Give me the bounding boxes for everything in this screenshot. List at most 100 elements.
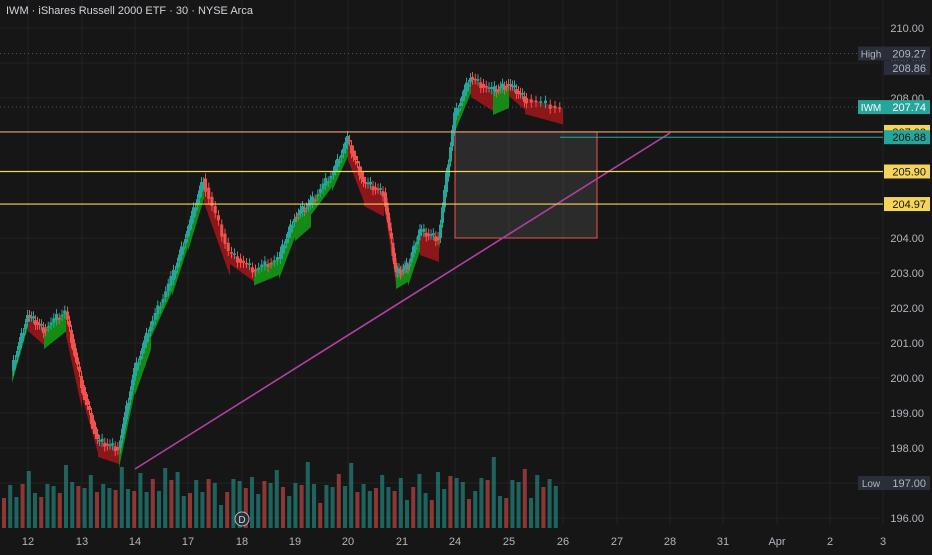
candle-body: [70, 329, 73, 344]
volume-bar: [448, 476, 453, 528]
candle-body: [182, 247, 185, 250]
candle-body: [439, 224, 442, 238]
candle-body: [307, 203, 310, 207]
candle-body: [217, 215, 220, 221]
candle-body: [539, 101, 543, 103]
candle-body: [402, 268, 405, 271]
candle-body: [418, 229, 422, 236]
candle-body: [441, 207, 444, 223]
candle-body: [135, 362, 138, 371]
candle-body: [233, 253, 236, 255]
candle-body: [263, 261, 267, 266]
candle-body: [511, 85, 514, 87]
candle-body: [28, 315, 31, 317]
candle-body: [266, 264, 270, 267]
candle-body: [285, 239, 288, 244]
candle-body: [16, 351, 19, 357]
candle-body: [22, 333, 25, 336]
symbol-label-box: [858, 100, 884, 115]
candle-body: [431, 233, 435, 236]
symbol-label: IWM: [861, 103, 882, 114]
volume-bar: [157, 491, 161, 528]
volume-bar: [14, 497, 19, 528]
x-tick-label: Apr: [768, 536, 785, 548]
candle-body: [399, 271, 402, 275]
volume-bar: [256, 494, 261, 528]
candle-body: [32, 316, 35, 319]
candle-body: [544, 100, 547, 104]
candle-body: [30, 316, 33, 318]
candle-body: [46, 326, 50, 329]
volume-bar: [287, 496, 292, 528]
candle-body: [98, 439, 101, 442]
volume-bar: [243, 488, 248, 528]
level-2-tag: 206.88: [892, 132, 926, 144]
volume-bar: [324, 485, 329, 528]
candle-body: [275, 257, 279, 261]
candle-body: [153, 313, 157, 320]
candle-body: [495, 90, 498, 93]
x-tick-label: 14: [129, 536, 141, 548]
candle-body: [390, 232, 393, 239]
volume-bar: [33, 493, 37, 528]
candle-body: [449, 147, 452, 162]
candle-body: [100, 438, 104, 442]
candle-body: [436, 237, 440, 240]
last-price-tag: 207.74: [892, 102, 926, 114]
ribbon-segment: [254, 259, 279, 286]
volume-bar: [398, 478, 403, 528]
candle-body: [174, 270, 177, 274]
candle-body: [119, 440, 122, 448]
candle-body: [192, 207, 195, 218]
volume-bar: [380, 475, 385, 528]
candle-body: [145, 332, 148, 343]
candle-body: [453, 112, 456, 131]
candle-body: [287, 231, 290, 238]
candle-body: [415, 241, 419, 245]
volume-bar: [547, 479, 552, 528]
x-tick-label: 24: [449, 536, 461, 548]
price-tag-2: 208.86: [892, 63, 926, 75]
candle-body: [200, 182, 203, 192]
last-price-tag-box: [884, 100, 930, 115]
candle-body: [239, 258, 242, 263]
x-tick-label: 27: [611, 536, 623, 548]
candle-body: [72, 339, 75, 351]
candle-body: [236, 256, 239, 263]
volume-bar: [318, 503, 323, 528]
volume-bar: [169, 480, 174, 528]
x-tick-label: 21: [396, 536, 408, 548]
candle-body: [57, 318, 61, 320]
volume-bar: [212, 483, 217, 528]
volume-bar: [206, 479, 211, 528]
candle-body: [482, 84, 485, 88]
candle-body: [242, 260, 245, 263]
candle-body: [387, 212, 390, 223]
candle-body: [281, 244, 284, 254]
candle-body: [405, 262, 408, 268]
candle-body: [60, 314, 64, 317]
candle-body: [326, 181, 330, 183]
low-label: Low: [862, 479, 881, 490]
candle-body: [513, 85, 516, 88]
candle-body: [186, 231, 189, 238]
candle-body: [172, 269, 175, 280]
candle-body: [316, 194, 320, 196]
candle-body: [139, 355, 142, 360]
candle-body: [156, 305, 160, 315]
ribbon-segment: [525, 98, 563, 125]
candle-body: [26, 315, 29, 322]
volume-bar: [454, 478, 459, 528]
x-tick-label: 13: [76, 536, 88, 548]
candle-body: [74, 348, 77, 358]
volume-bar: [126, 489, 130, 528]
x-tick-label: 2: [827, 536, 833, 548]
volume-bar: [479, 478, 484, 528]
candle-body: [411, 251, 414, 258]
candle-body: [358, 166, 361, 176]
candle-body: [364, 182, 367, 184]
dividend-marker[interactable]: [234, 511, 250, 527]
candle-body: [385, 202, 389, 215]
volume-bar: [473, 491, 478, 528]
candle-body: [393, 252, 396, 264]
